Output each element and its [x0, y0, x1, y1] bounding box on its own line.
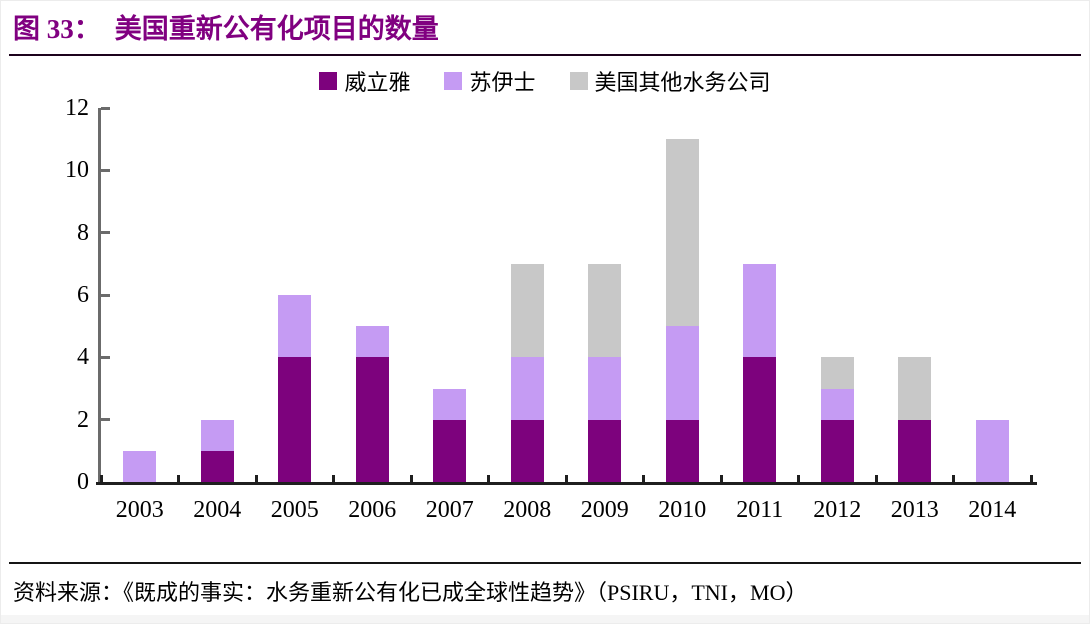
y-tick-mark [101, 231, 110, 235]
x-tick-mark [177, 475, 180, 482]
x-tick-mark [797, 475, 800, 482]
bar-segment-美国其他水务公司 [510, 263, 544, 358]
x-tick-mark [99, 475, 103, 482]
x-tick-label: 2013 [890, 497, 939, 523]
bar-segment-威立雅 [200, 450, 234, 482]
x-tick-label: 2005 [270, 497, 319, 523]
y-axis [98, 108, 101, 482]
legend-label: 苏伊士 [469, 70, 536, 95]
bar-chart-plot-area [96, 106, 1037, 485]
x-tick-mark [642, 475, 645, 482]
bar-segment-苏伊士 [123, 450, 157, 482]
legend-swatch [444, 72, 463, 90]
bar-segment-威立雅 [743, 357, 777, 482]
bar-segment-威立雅 [820, 419, 854, 482]
page-margin [1, 615, 1089, 623]
y-tick-mark [101, 293, 110, 297]
x-tick-label: 2007 [425, 497, 474, 523]
legend-item: 威立雅 [319, 65, 410, 97]
source-divider [9, 562, 1081, 564]
bar-segment-威立雅 [588, 419, 622, 482]
bar-segment-威立雅 [355, 357, 389, 482]
bar-segment-苏伊士 [433, 388, 467, 420]
figure-number: 图 33： [13, 14, 101, 44]
legend-swatch [569, 72, 588, 90]
x-tick-label: 2006 [348, 497, 397, 523]
y-tick-label: 4 [77, 344, 89, 371]
x-tick-label: 2010 [658, 497, 707, 523]
x-tick-label: 2009 [580, 497, 629, 523]
x-tick-mark [254, 475, 258, 482]
bar-segment-苏伊士 [975, 419, 1009, 482]
bar-segment-美国其他水务公司 [820, 357, 854, 389]
x-tick-mark [719, 475, 723, 482]
x-tick-mark [409, 475, 413, 482]
legend-label: 威立雅 [344, 70, 411, 95]
x-tick-label: 2004 [193, 497, 242, 523]
x-tick-mark [332, 475, 335, 482]
bar-segment-美国其他水务公司 [898, 357, 932, 420]
title-divider [9, 54, 1081, 56]
legend-swatch [319, 72, 338, 90]
y-tick-label: 0 [77, 469, 89, 495]
y-tick-mark [101, 106, 110, 110]
x-tick-label: 2012 [813, 497, 862, 523]
x-tick-mark [487, 475, 490, 482]
x-tick-label: 2011 [736, 497, 784, 523]
bar-segment-苏伊士 [278, 295, 312, 358]
legend-label: 美国其他水务公司 [594, 70, 771, 95]
bar-segment-威立雅 [278, 357, 312, 482]
x-tick-mark [1029, 475, 1033, 482]
x-tick-label: 2014 [968, 497, 1017, 523]
source-note: 资料来源：《既成的事实：水务重新公有化已成全球性趋势》（PSIRU，TNI，MO… [13, 580, 808, 605]
bar-segment-威立雅 [510, 419, 544, 482]
bar-segment-苏伊士 [588, 357, 622, 420]
bar-segment-苏伊士 [510, 357, 544, 420]
chart-legend: 威立雅 苏伊士 美国其他水务公司 [1, 65, 1089, 97]
y-tick-mark [101, 168, 110, 172]
bar-segment-苏伊士 [743, 263, 777, 358]
bar-segment-苏伊士 [200, 419, 234, 451]
y-tick-label: 12 [65, 95, 89, 121]
bar-segment-美国其他水务公司 [665, 139, 699, 327]
bar-segment-威立雅 [898, 419, 932, 482]
bar-segment-苏伊士 [665, 326, 699, 420]
x-tick-mark [952, 475, 955, 482]
x-axis-labels: 2003 2004 2005 2006 2007 2008 2009 2010 2011 2012… [101, 497, 1031, 531]
y-tick-label: 2 [77, 406, 89, 433]
bar-segment-苏伊士 [355, 326, 389, 358]
y-tick-label: 6 [77, 282, 89, 308]
figure-title: 图 33： 美国重新公有化项目的数量 [13, 7, 1079, 46]
x-axis [96, 482, 1037, 485]
legend-item: 苏伊士 [444, 65, 536, 97]
bar-segment-威立雅 [433, 419, 467, 482]
x-tick-mark [564, 475, 568, 482]
x-tick-mark [874, 475, 878, 482]
page-title: 美国重新公有化项目的数量 [114, 14, 439, 44]
y-tick-label: 10 [65, 157, 89, 184]
y-tick-mark [101, 418, 110, 422]
y-tick-mark [101, 355, 110, 359]
bar-segment-威立雅 [665, 419, 699, 482]
bar-segment-苏伊士 [820, 388, 854, 420]
x-tick-label: 2008 [503, 497, 552, 523]
legend-item: 美国其他水务公司 [569, 65, 771, 97]
y-tick-label: 8 [77, 219, 89, 246]
bar-segment-美国其他水务公司 [588, 263, 622, 358]
y-axis-labels: 0 2 4 6 8 10 12 [29, 95, 89, 495]
x-tick-label: 2003 [115, 497, 164, 523]
